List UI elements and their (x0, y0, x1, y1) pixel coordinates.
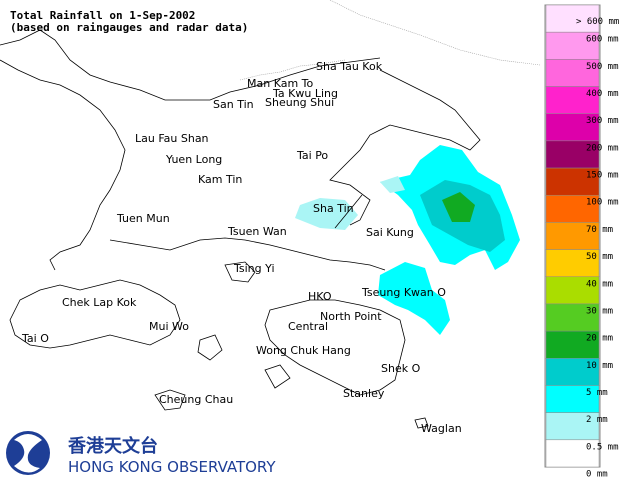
legend-label: 300 mm (586, 116, 619, 126)
legend-swatch (545, 385, 600, 413)
legend-swatch (545, 412, 600, 441)
legend-swatch (545, 31, 600, 60)
legend-label: 200 mm (586, 143, 619, 153)
legend-label: 600 mm (586, 35, 619, 45)
map-subtitle: (based on raingauges and radar data) (10, 21, 248, 34)
legend-swatch (545, 330, 600, 359)
rain-areas (295, 145, 520, 335)
place-label: Shek O (381, 362, 421, 375)
legend-label: 100 mm (586, 198, 619, 208)
legend-swatch (545, 194, 600, 223)
place-label: North Point (320, 310, 382, 323)
legend-swatch (545, 86, 600, 114)
legend-label: 30 mm (586, 306, 613, 316)
place-label: Sha Tin (313, 202, 354, 215)
place-label: Tai O (21, 332, 49, 345)
legend: > 600 mm 600 mm 500 mm 400 mm 300 mm 200 mm 15… (544, 4, 619, 480)
road (334, 194, 363, 229)
place-label: Tuen Mun (116, 212, 170, 225)
place-label: Sai Kung (366, 226, 414, 239)
legend-label: 40 mm (586, 279, 613, 289)
place-label: Kam Tin (198, 173, 242, 186)
legend-label: 20 mm (586, 334, 613, 344)
legend-swatch (545, 222, 600, 250)
legend-label: 400 mm (586, 89, 619, 99)
place-label: Tseung Kwan O (361, 286, 446, 299)
legend-swatch (545, 59, 600, 87)
place-label: Tsing Yi (233, 262, 275, 275)
legend-label: 70 mm (586, 225, 613, 235)
legend-swatch (545, 113, 600, 142)
legend-swatch (545, 167, 600, 196)
legend-label: 50 mm (586, 252, 613, 262)
legend-label: 5 mm (586, 388, 608, 398)
place-label: Lau Fau Shan (135, 132, 209, 145)
legend-label: 500 mm (586, 62, 619, 72)
legend-label: > 600 mm (576, 17, 619, 27)
legend-swatch (545, 140, 600, 169)
legend-swatch (545, 358, 600, 386)
legend-swatch (545, 4, 600, 33)
place-label: Tsuen Wan (227, 225, 287, 238)
logo-chinese: 香港天文台 (67, 435, 158, 457)
place-label: Sheung Shui (265, 96, 334, 109)
place-label: HKO (308, 290, 332, 303)
legend-label: 10 mm (586, 361, 613, 371)
place-label: Mui Wo (149, 320, 189, 333)
place-label: Sha Tau Kok (316, 60, 383, 73)
legend-swatch (545, 439, 600, 468)
logo-english: HONG KONG OBSERVATORY (68, 458, 276, 476)
place-label: Waglan (421, 422, 462, 435)
logo: 香港天文台 HONG KONG OBSERVATORY (6, 431, 276, 476)
legend-swatch (545, 276, 600, 305)
place-label: Central (288, 320, 328, 333)
legend-label: 2 mm (586, 415, 608, 425)
legend-label: 150 mm (586, 171, 619, 181)
legend-label: 0 mm (586, 470, 608, 480)
place-label: Tai Po (296, 149, 328, 162)
place-label: San Tin (213, 98, 254, 111)
place-label: Yuen Long (165, 153, 222, 166)
place-label: Man Kam To (247, 77, 314, 90)
coastline (0, 0, 541, 429)
place-label: Wong Chuk Hang (256, 344, 351, 357)
place-label: Chek Lap Kok (62, 296, 137, 309)
place-label: Stanley (343, 387, 385, 400)
place-label: Cheung Chau (159, 393, 233, 406)
logo-swirl (14, 434, 42, 473)
map-title: Total Rainfall on 1-Sep-2002 (10, 9, 195, 22)
place-label: Ta Kwu Ling (272, 87, 338, 100)
legend-swatch (545, 249, 600, 278)
legend-label: 0.5 mm (586, 442, 619, 452)
legend-swatch (545, 303, 600, 332)
